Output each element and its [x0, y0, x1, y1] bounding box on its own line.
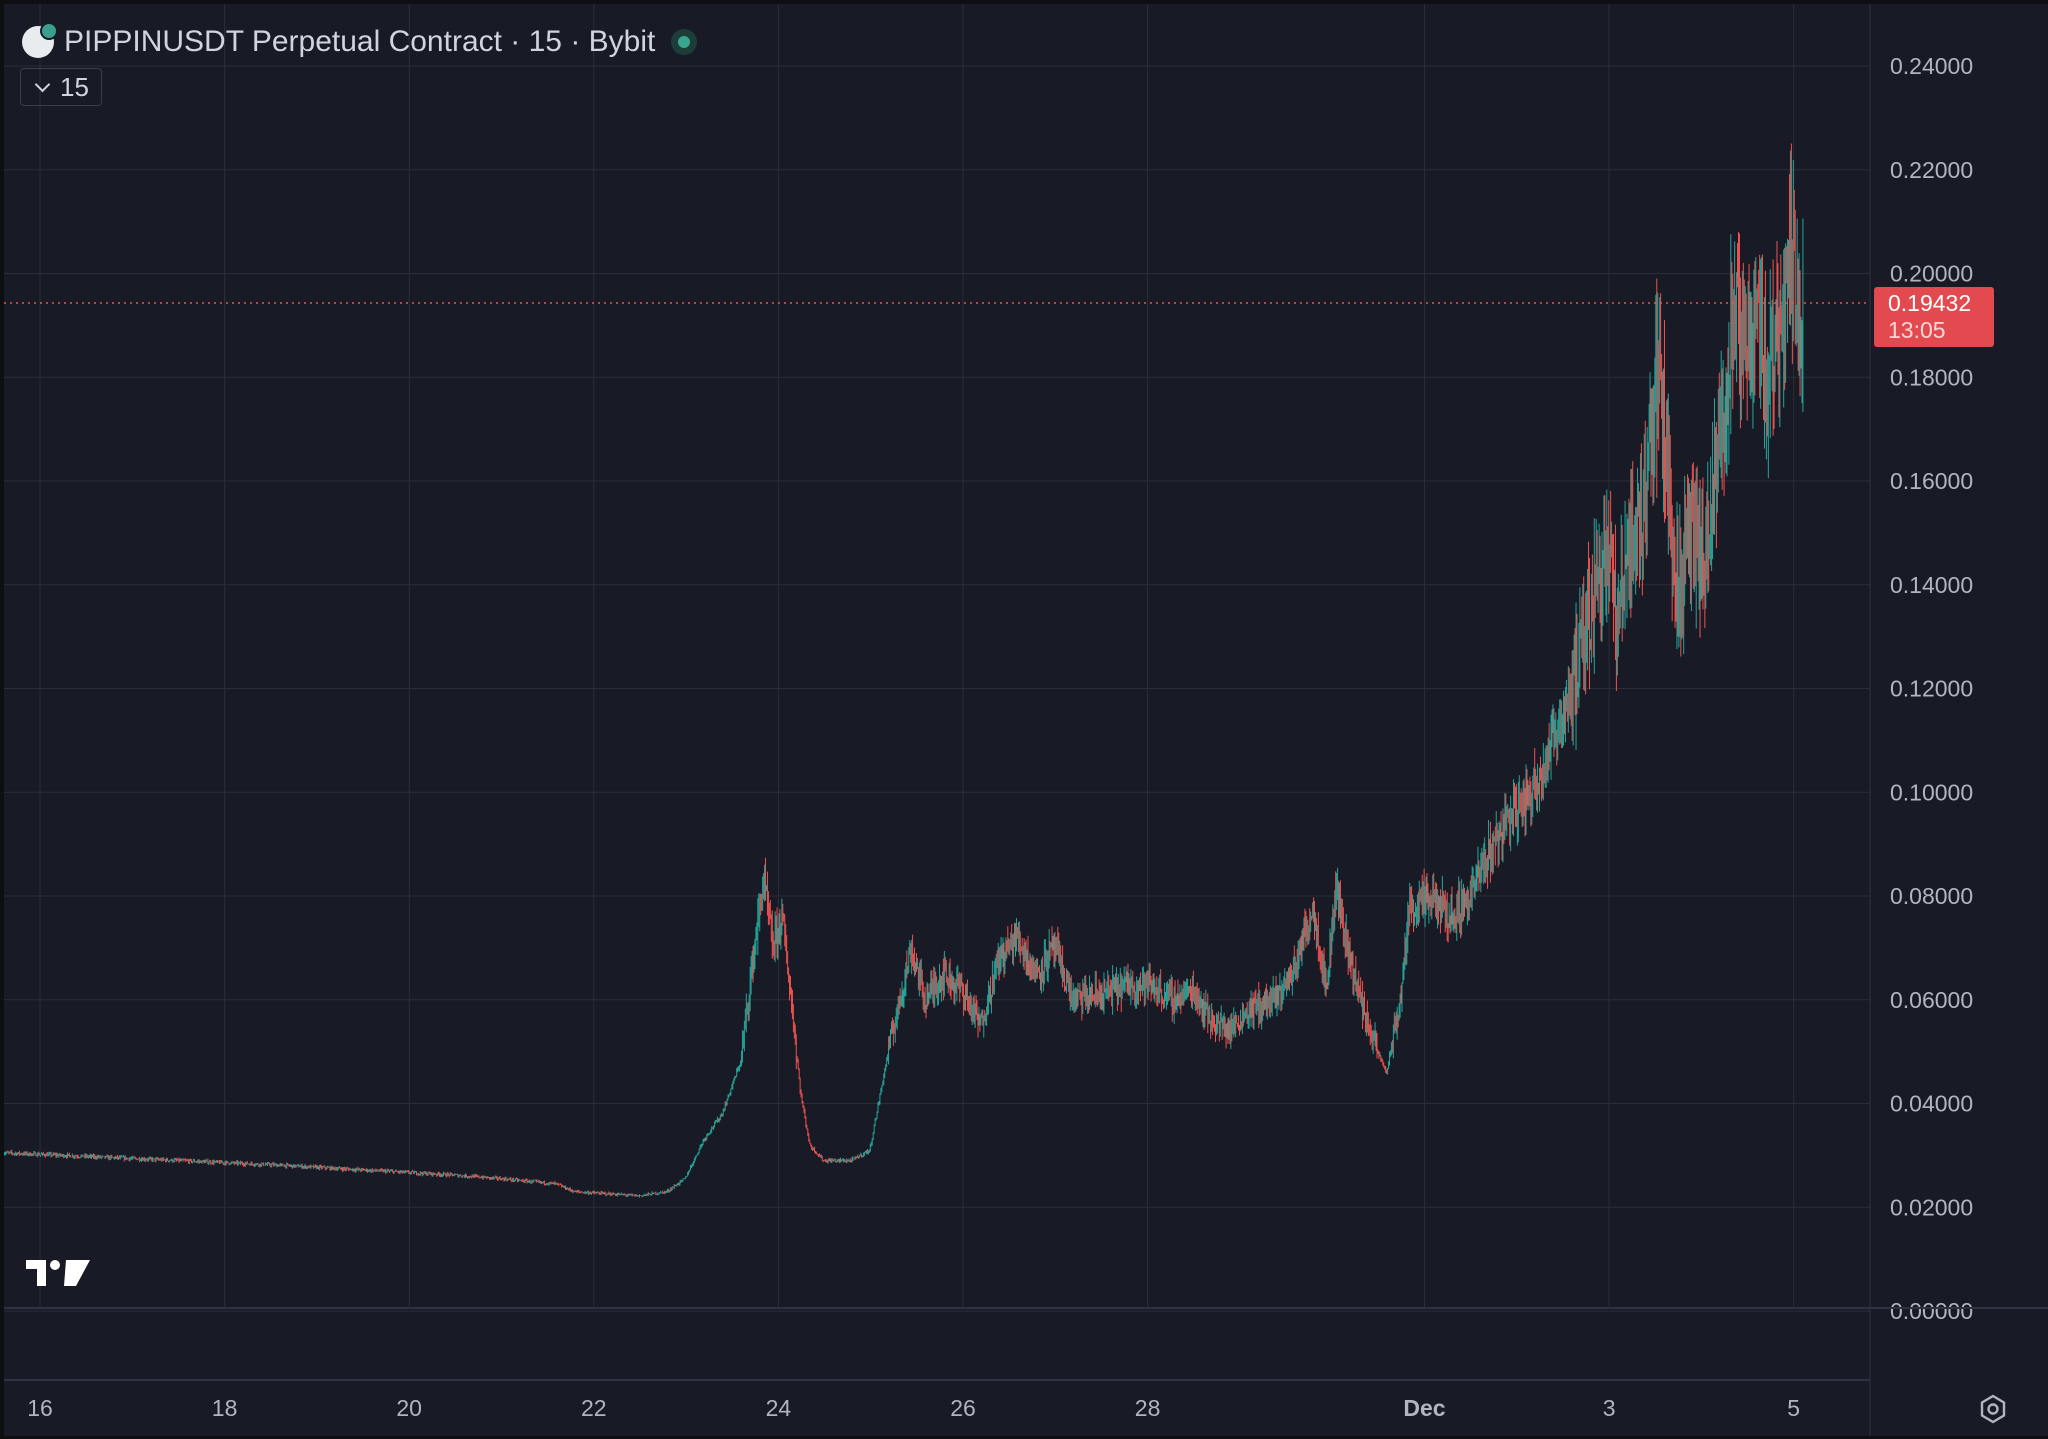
interval-label: 15 — [60, 71, 89, 102]
y-tick-label: 0.02000 — [1890, 1194, 1973, 1220]
x-tick-label: 28 — [1135, 1395, 1161, 1421]
last-price-tag[interactable] — [1874, 286, 1994, 347]
y-tick-label: 0.10000 — [1890, 779, 1973, 805]
chart-canvas[interactable]: 0.24000 0.22000 0.20000 0.18000 0.16000 0.140… — [4, 4, 2048, 1436]
last-price-value: 0.19432 — [1888, 290, 1971, 316]
y-tick-label: 0.00000 — [1890, 1298, 1973, 1324]
y-tick-label: 0.20000 — [1890, 261, 1973, 287]
chart-frame: 0.24000 0.22000 0.20000 0.18000 0.16000 0.140… — [4, 4, 2048, 1436]
settings-gear-icon[interactable] — [1978, 1394, 2008, 1424]
y-tick-label: 0.22000 — [1890, 157, 1973, 183]
candles — [4, 143, 1804, 1198]
pippin-coin-icon — [22, 22, 58, 58]
y-tick-label: 0.16000 — [1890, 468, 1973, 494]
x-tick-label: 18 — [212, 1395, 238, 1421]
live-status-dot — [671, 29, 698, 55]
y-tick-label: 0.06000 — [1890, 987, 1973, 1013]
chevron-down-icon — [34, 76, 51, 92]
symbol-title[interactable]: PIPPINUSDT Perpetual Contract · 15 · Byb… — [64, 25, 656, 58]
chart-header: PIPPINUSDT Perpetual Contract · 15 · Byb… — [22, 20, 698, 64]
x-tick-label: 16 — [27, 1395, 53, 1421]
x-tick-label: Dec — [1403, 1395, 1445, 1421]
y-tick-label: 0.12000 — [1890, 676, 1973, 702]
y-tick-label: 0.24000 — [1890, 53, 1973, 79]
y-tick-label: 0.18000 — [1890, 364, 1973, 390]
bar-countdown: 13:05 — [1888, 317, 1946, 343]
y-tick-label: 0.04000 — [1890, 1091, 1973, 1117]
x-tick-label: 24 — [766, 1395, 792, 1421]
x-tick-label: 20 — [396, 1395, 422, 1421]
y-tick-label: 0.08000 — [1890, 883, 1973, 909]
tradingview-logo-icon[interactable] — [26, 1258, 90, 1288]
x-tick-label: 3 — [1603, 1395, 1616, 1421]
x-tick-label: 5 — [1787, 1395, 1800, 1421]
y-tick-label: 0.14000 — [1890, 572, 1973, 598]
x-tick-label: 26 — [950, 1395, 976, 1421]
interval-toggle-button[interactable]: 15 — [20, 68, 102, 106]
x-tick-label: 22 — [581, 1395, 607, 1421]
